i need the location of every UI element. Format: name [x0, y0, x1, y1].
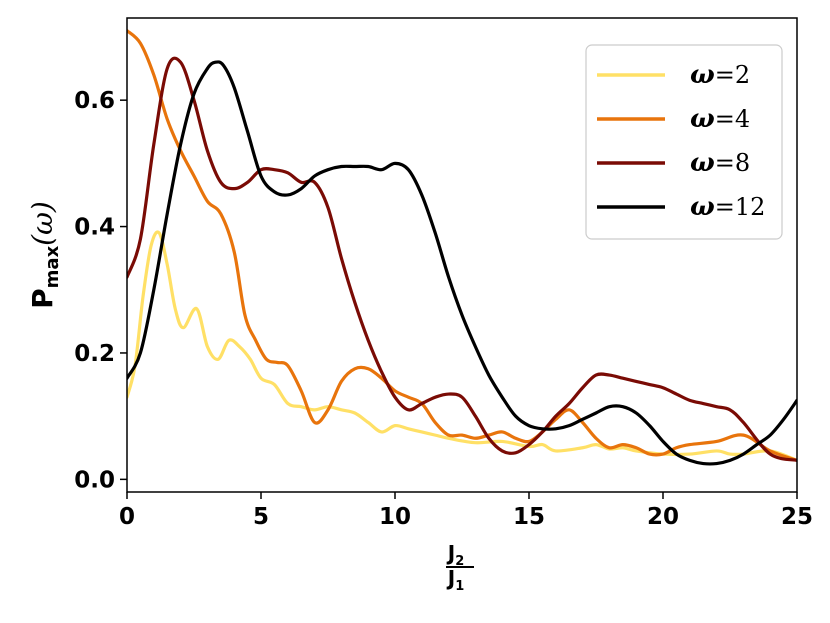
y-axis: 0.0 0.2 0.4 0.6: [74, 88, 127, 493]
y-tick-label: 0.2: [74, 341, 115, 367]
x-label-numerator: J2: [446, 541, 465, 569]
legend-box: [585, 44, 783, 240]
legend: ω=2 ω=4 ω=8 ω=12: [585, 44, 783, 240]
x-axis: 0 5 10 15 20 25: [119, 492, 813, 530]
x-tick-label: 20: [647, 504, 679, 530]
y-tick-label: 0.0: [74, 467, 115, 493]
x-tick-label: 25: [781, 504, 813, 530]
x-tick-label: 5: [253, 504, 269, 530]
series-line-4: [127, 60, 797, 466]
x-label-denominator: J1: [446, 566, 465, 594]
series-lines: [127, 29, 797, 466]
series-line-1: [127, 230, 797, 462]
x-tick-label: 0: [119, 504, 135, 530]
y-label-text: Pmax(ω): [26, 201, 63, 309]
legend-label-3: ω=8: [690, 148, 750, 178]
x-tick-label: 15: [513, 504, 545, 530]
series-line-2: [127, 29, 797, 462]
x-axis-label: J2 J1: [446, 541, 474, 594]
y-axis-label: Pmax(ω): [26, 201, 63, 309]
plot-area-frame: [126, 17, 798, 493]
legend-label-4: ω=12: [690, 192, 765, 222]
y-tick-label: 0.6: [74, 88, 115, 114]
legend-label-2: ω=4: [690, 104, 750, 134]
series-line-3: [127, 56, 797, 462]
legend-label-1: ω=2: [690, 60, 750, 90]
x-tick-label: 10: [379, 504, 411, 530]
y-tick-label: 0.4: [74, 215, 115, 241]
